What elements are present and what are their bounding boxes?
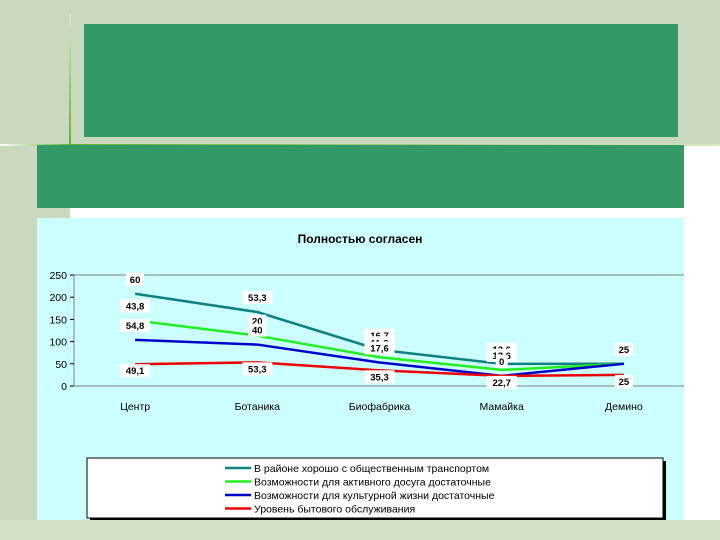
slide-title-box	[84, 24, 678, 137]
legend-label: Возможности для культурной жизни достато…	[254, 490, 495, 502]
legend-label: В районе хорошо с общественным транспорт…	[254, 463, 489, 475]
data-label-box	[614, 342, 633, 356]
chart-title: Полностью согласен	[298, 232, 423, 246]
data-label-box	[364, 370, 395, 384]
data-label-text: 0	[499, 357, 504, 368]
data-label-box	[495, 354, 508, 368]
x-tick-label: Центр	[120, 401, 150, 413]
data-label: 60	[126, 272, 145, 286]
series-line	[135, 338, 625, 378]
data-label: 43,8	[120, 299, 151, 313]
slide-subtitle-box	[37, 145, 684, 208]
data-label-text: 25	[619, 345, 630, 356]
y-tick-label: 100	[49, 337, 67, 349]
data-label: 17,6	[364, 341, 395, 355]
y-tick-label: 150	[49, 314, 67, 326]
y-tick-label: 0	[61, 381, 67, 393]
data-label-text: 22,7	[492, 378, 511, 389]
data-label: 0	[495, 354, 508, 368]
data-label-box	[120, 364, 151, 378]
data-label-text: 25	[619, 377, 630, 388]
data-label-box	[242, 291, 273, 305]
data-label-box	[364, 341, 395, 355]
data-label-text: 53,3	[248, 364, 266, 375]
chart-legend: В районе хорошо с общественным транспорт…	[86, 457, 666, 521]
x-tick-label: Ботаника	[235, 401, 281, 413]
data-label: 25	[614, 342, 633, 356]
data-label-box	[120, 299, 151, 313]
x-tick-label: Мамайка	[480, 401, 524, 413]
data-label: 35,3	[364, 370, 395, 384]
data-label-text: 40	[252, 326, 263, 337]
legend-label: Возможности для активного досуга достато…	[254, 477, 491, 489]
legend-label: Уровень бытового обслуживания	[254, 504, 415, 516]
data-label: 22,7	[486, 375, 517, 389]
series-line	[135, 361, 624, 378]
data-label: 54,8	[120, 318, 151, 332]
data-label-box	[120, 318, 151, 332]
data-label-box	[248, 323, 267, 337]
data-label-box	[242, 362, 273, 376]
chart-panel: Полностью согласен 0 50 100 150 200 250 Центр Б…	[37, 218, 686, 521]
data-label: 40	[248, 323, 267, 337]
decorative-vertical-line	[69, 14, 71, 146]
background-band-bottom	[0, 520, 720, 540]
data-label-text: 53,3	[248, 293, 266, 304]
series-line	[134, 319, 624, 372]
data-label-text: 54,8	[126, 321, 145, 332]
data-label-text: 60	[130, 275, 141, 286]
data-label: 53,3	[242, 291, 273, 305]
data-label-box	[486, 375, 517, 389]
data-label-text: 17,6	[370, 344, 389, 355]
y-tick-label: 250	[49, 270, 67, 282]
data-label-text: 35,3	[370, 372, 389, 383]
data-label-text: 49,1	[126, 366, 145, 377]
data-label-text: 20	[252, 317, 263, 328]
data-label-box	[614, 374, 633, 388]
x-tick-label: Биофабрика	[349, 401, 411, 413]
data-label: 25	[614, 374, 633, 388]
legend-box	[86, 457, 664, 519]
data-label: 49,1	[120, 364, 151, 378]
data-label-text: 43,8	[126, 301, 145, 312]
y-tick-label: 50	[55, 359, 67, 371]
data-label-box	[126, 272, 145, 286]
y-tick-label: 200	[49, 292, 67, 304]
x-tick-label: Демино	[605, 401, 643, 413]
data-label: 53,3	[242, 362, 273, 376]
